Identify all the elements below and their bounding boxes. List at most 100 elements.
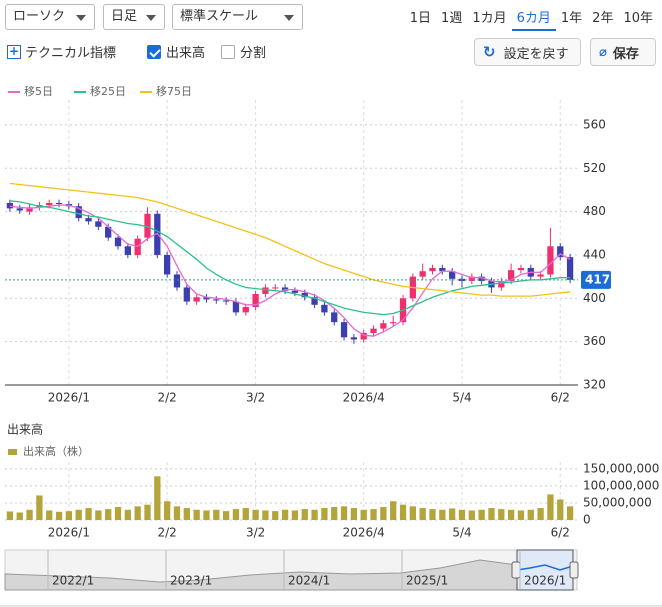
candle-body [498,280,505,288]
volume-bar [232,509,240,520]
candle-body [262,287,269,294]
period-tab[interactable]: 1カ月 [472,11,507,26]
candle-body [478,276,485,281]
period-tab[interactable]: 6カ月 [511,7,556,31]
candle-body [114,237,122,247]
candle-body [311,297,318,305]
last-price-badge [581,270,611,289]
navigator-handle[interactable] [569,561,579,579]
y-tick-label: 560 [583,117,606,131]
volume-bar [340,506,348,520]
candle-body [144,213,151,238]
volume-bar [85,508,92,520]
y-tick-label: 0 [583,513,591,527]
x-tick-label: 3/2 [246,526,265,540]
volume-bar [537,508,544,520]
volume-bar [95,510,102,520]
candle-body [222,300,230,302]
scale-select[interactable]: 標準スケール [172,4,303,30]
candle-body [419,271,426,277]
volume-bar [478,509,485,520]
navigator-handle[interactable] [511,561,521,579]
volume-bar [242,508,249,520]
save-icon: ⌀ [599,44,607,60]
period-tab[interactable]: 10年 [623,11,653,26]
volume-bar [331,507,338,520]
x-tick-label: 2026/4 [343,391,385,405]
volume-bar [557,499,564,520]
legend-label: 移25日 [90,85,126,98]
volume-bar [124,509,131,520]
candle-body [449,271,456,279]
y-tick-label: 440 [583,247,606,261]
volume-bar [380,507,387,520]
candle-body [193,297,200,302]
reset-label: 設定を戻す [503,46,569,62]
volume-bar [321,508,328,520]
candle-body [272,287,279,289]
candle-body [468,276,475,281]
volume-bar [164,501,171,520]
y-tick-label: 520 [583,161,606,175]
y-tick-label: 400 [583,291,606,305]
volume-bar [311,509,318,520]
candle-body [75,206,82,219]
candle-body [203,297,210,300]
chart-type-select[interactable]: ローソク [5,4,95,30]
volume-bar [291,510,299,520]
candle-body [46,202,53,206]
volume-bar [409,506,416,520]
period-tab[interactable]: 1週 [441,11,463,26]
navigator-window-line [516,564,574,571]
last-price-label: 417 [585,272,610,286]
candle-body [350,337,358,340]
candle-body [321,304,328,313]
checkbox[interactable] [221,44,235,59]
candle-body [95,221,102,227]
split-label: 分割 [240,46,267,61]
volume-bar [193,509,200,520]
y-tick-label: 360 [583,334,606,348]
x-tick-label: 2/2 [157,391,176,405]
technical-label: テクニカル指標 [25,46,117,61]
period-tab[interactable]: 1年 [560,11,583,26]
period-tab[interactable]: 2年 [592,11,614,26]
candle-body [213,299,220,301]
save-button[interactable]: ⌀ 保存 [590,38,656,66]
candle-body [537,274,544,277]
volume-bar [498,509,505,520]
volume-bar [105,509,112,520]
candle-body [85,218,92,222]
x-tick-label: 2026/1 [48,391,90,405]
checkbox[interactable] [147,44,161,59]
technical-option[interactable]: + テクニカル指標 [7,42,116,61]
volume-bar [566,506,574,520]
candle-body [566,257,574,280]
candle-body [380,323,387,329]
volume-option[interactable]: 出来高 [147,42,205,61]
candle-body [439,267,446,272]
plus-icon: + [7,43,21,59]
interval-select[interactable]: 日足 [103,4,165,30]
volume-bar [144,504,151,520]
period-tab[interactable]: 1日 [409,11,432,26]
x-tick-label: 5/4 [452,391,471,405]
candle-body [6,202,14,209]
candle-body [26,207,33,212]
legend-label: 移75日 [156,85,192,98]
volume-bar [46,510,53,520]
candle-body [507,270,515,281]
volume-bar [55,511,63,520]
candle-body [164,254,171,275]
reset-button[interactable]: ↻ 設定を戻す [474,38,581,66]
ma-line [9,200,571,316]
ma-line [9,204,571,337]
navigator-window[interactable] [516,549,574,591]
split-option[interactable]: 分割 [221,42,266,61]
candle-body [124,246,131,255]
candle-body [55,202,63,205]
candle-body [331,312,338,323]
legend-swatch [8,449,17,455]
x-tick-label: 3/2 [246,391,265,405]
